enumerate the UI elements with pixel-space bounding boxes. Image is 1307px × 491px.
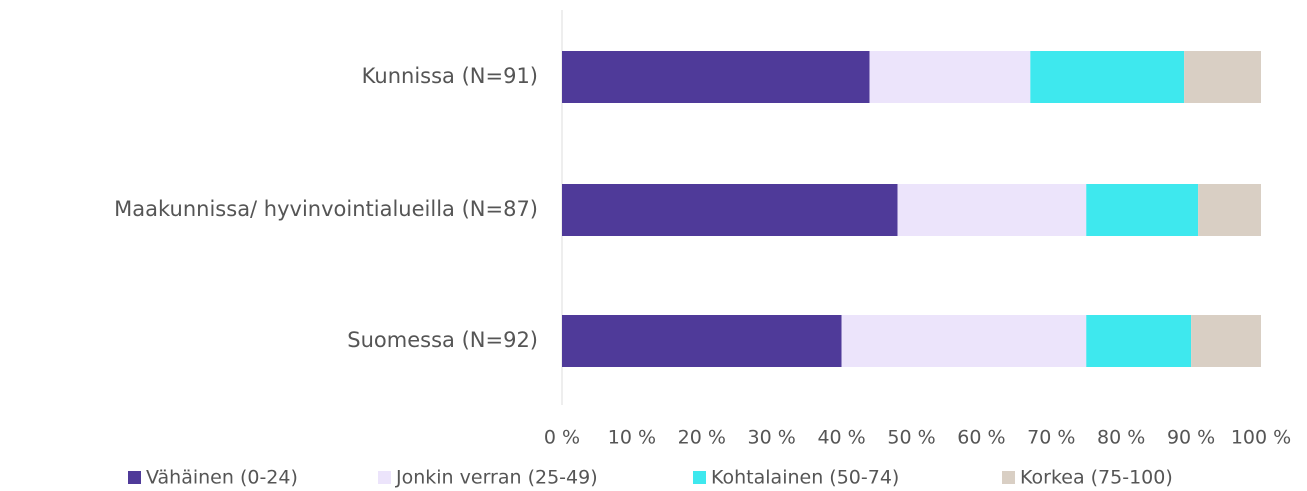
y-tick-label: Maakunnissa/ hyvinvointialueilla (N=87) <box>114 197 538 221</box>
x-tick-label: 60 % <box>957 427 1005 449</box>
x-tick-label: 100 % <box>1231 427 1291 449</box>
x-tick-label: 10 % <box>608 427 656 449</box>
bar-segment <box>841 315 1087 367</box>
x-tick-label: 90 % <box>1167 427 1215 449</box>
x-tick-label: 20 % <box>678 427 726 449</box>
legend-swatch <box>128 471 141 484</box>
x-tick-label: 0 % <box>544 427 580 449</box>
bar-segment <box>1086 315 1192 367</box>
legend-swatch <box>378 471 391 484</box>
x-tick-label: 30 % <box>748 427 796 449</box>
legend-swatch <box>693 471 706 484</box>
bar-segment <box>1086 184 1199 236</box>
legend-label: Jonkin verran (25-49) <box>395 467 598 489</box>
y-tick-label: Kunnissa (N=91) <box>362 64 538 88</box>
legend-label: Korkea (75-100) <box>1020 467 1173 489</box>
x-tick-label: 50 % <box>887 427 935 449</box>
bar-segment <box>1198 184 1261 236</box>
x-tick-label: 80 % <box>1097 427 1145 449</box>
bar-segment <box>1030 51 1185 103</box>
legend-label: Kohtalainen (50-74) <box>711 467 899 489</box>
y-tick-label: Suomessa (N=92) <box>347 328 538 352</box>
x-tick-label: 70 % <box>1027 427 1075 449</box>
bar-segment <box>562 51 870 103</box>
bar-segment <box>1184 51 1261 103</box>
bar-segment <box>562 184 898 236</box>
bar-segment <box>562 315 842 367</box>
bar-segment <box>1191 315 1261 367</box>
legend-swatch <box>1002 471 1015 484</box>
bar-segment <box>897 184 1087 236</box>
bar-segment <box>869 51 1031 103</box>
legend-label: Vähäinen (0-24) <box>146 467 298 489</box>
x-tick-label: 40 % <box>817 427 865 449</box>
